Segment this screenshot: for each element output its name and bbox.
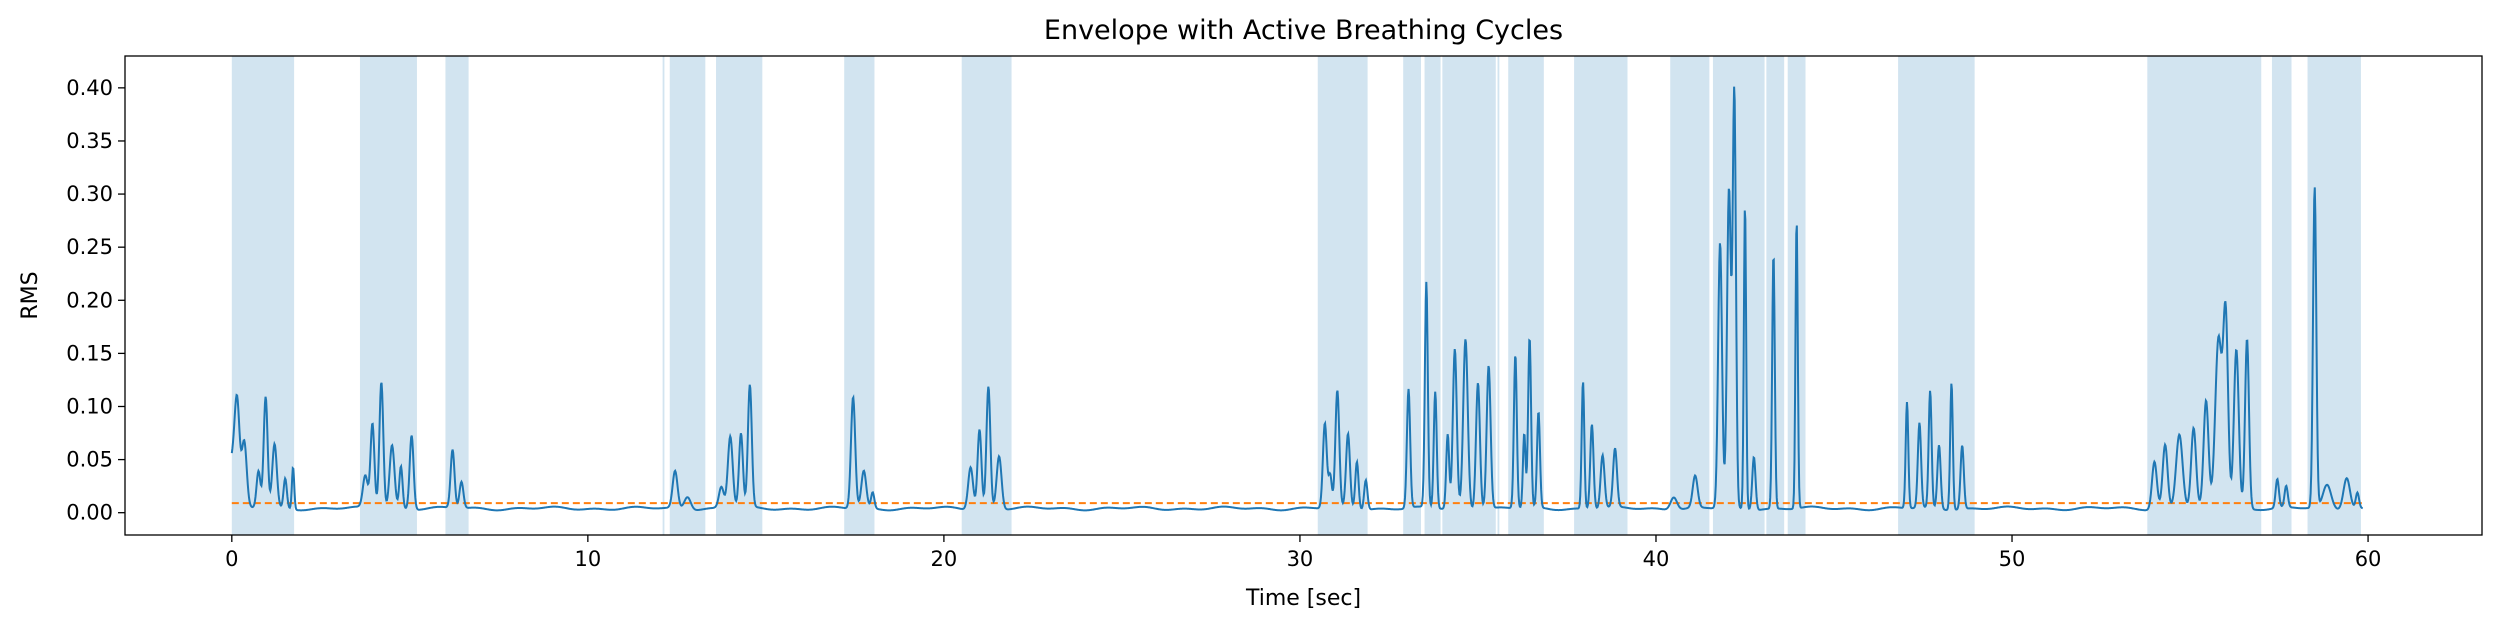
active-cycle-band-4 <box>669 56 706 535</box>
y-axis-ticks: 0.00 0.05 0.10 0.15 0.20 0.25 0.30 0.35 0.40 <box>66 76 125 525</box>
x-tick-label: 0 <box>225 547 238 571</box>
y-tick-label: 0.40 <box>66 76 113 100</box>
x-tick-label: 40 <box>1643 547 1670 571</box>
y-tick-label: 0.10 <box>66 394 113 418</box>
active-cycle-bands <box>231 56 2361 535</box>
x-tick-label: 10 <box>574 547 601 571</box>
x-axis-ticks: 0 10 20 30 40 50 60 <box>225 535 2381 571</box>
active-cycle-band-6 <box>844 56 875 535</box>
active-cycle-band-3 <box>662 56 665 535</box>
y-tick-label: 0.35 <box>66 129 113 153</box>
y-tick-label: 0.05 <box>66 448 113 472</box>
chart-title: Envelope with Active Breathing Cycles <box>1044 15 1563 46</box>
y-tick-label: 0.25 <box>66 235 113 259</box>
plot-frame <box>124 55 2483 536</box>
active-cycle-band-2 <box>445 56 469 535</box>
x-tick-label: 20 <box>931 547 958 571</box>
active-cycle-band-14 <box>1574 56 1628 535</box>
active-cycle-band-12 <box>1497 56 1500 535</box>
y-tick-label: 0.00 <box>66 501 113 525</box>
active-cycle-band-21 <box>2271 56 2292 535</box>
x-tick-label: 60 <box>2355 547 2382 571</box>
active-cycle-band-1 <box>359 56 417 535</box>
y-tick-label: 0.20 <box>66 288 113 312</box>
y-tick-label: 0.15 <box>66 341 113 365</box>
y-axis-label: RMS <box>18 271 43 319</box>
x-axis-label: Time [sec] <box>1245 586 1361 611</box>
active-cycle-band-8 <box>1317 56 1368 535</box>
y-tick-label: 0.30 <box>66 182 113 206</box>
x-tick-label: 30 <box>1287 547 1314 571</box>
envelope-line <box>230 86 2363 512</box>
x-tick-label: 50 <box>1999 547 2026 571</box>
active-cycle-band-15 <box>1670 56 1710 535</box>
